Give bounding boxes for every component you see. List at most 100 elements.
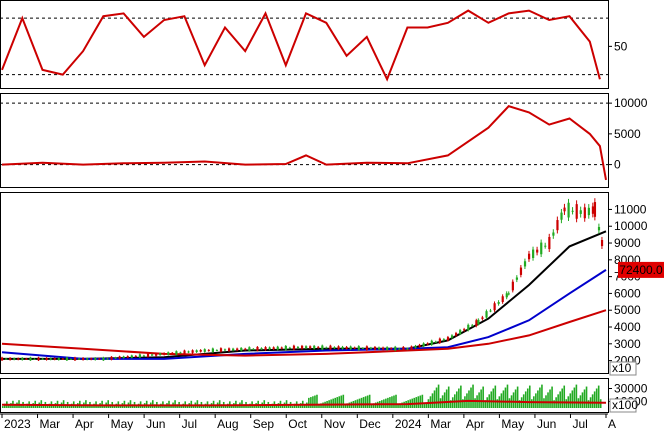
volume-bar (559, 391, 561, 408)
volume-bar (125, 404, 128, 408)
candle-body (442, 339, 446, 341)
candle-body (244, 348, 247, 350)
volume-bar (597, 385, 600, 408)
candle-body (540, 242, 543, 255)
volume-bar (202, 406, 205, 408)
volume-bar (275, 405, 278, 408)
volume-bar (551, 386, 553, 408)
candle-body (532, 249, 535, 258)
candle-body (467, 324, 470, 331)
candle-body (459, 330, 462, 334)
y-tick-label: 0 (614, 158, 621, 172)
volume-bar (575, 384, 578, 408)
volume-bar (196, 400, 199, 408)
candle-body (325, 347, 328, 349)
x-tick-label: Jun (537, 417, 556, 431)
candle-body (183, 350, 186, 354)
y-tick-label: 5000 (614, 303, 641, 317)
candle-body (155, 353, 158, 356)
candle-body (82, 357, 85, 360)
candle-body (489, 310, 492, 312)
volume-bar (528, 385, 531, 408)
candle-body (523, 261, 527, 267)
volume-bar (158, 406, 160, 408)
candle-body (260, 348, 263, 350)
volume-bar (539, 387, 541, 408)
volume-bar (358, 398, 361, 408)
x-tick-label: Mar (430, 417, 451, 431)
candle-body (256, 346, 259, 351)
candle-body (248, 347, 251, 351)
volume-bar (145, 400, 148, 408)
volume-bar (113, 406, 116, 408)
volume-bar (557, 394, 559, 408)
series-line-0 (1, 9, 601, 82)
candle-body (240, 347, 243, 351)
volume-bar (462, 399, 464, 408)
panel-frame (0, 93, 609, 188)
candle-body (329, 345, 332, 350)
candle-body (5, 358, 8, 360)
candle-body (434, 341, 437, 343)
candle-body (591, 206, 595, 214)
volume-bar (553, 400, 555, 408)
candle-body (321, 345, 324, 350)
volume-bar (496, 399, 499, 408)
volume-bar (449, 400, 452, 408)
volume-bar (231, 405, 233, 408)
volume-bar (340, 395, 343, 408)
volume-bar (368, 394, 371, 408)
volume-bar (253, 405, 255, 408)
last-price-label: 72400.0 (619, 263, 663, 277)
series-line-0 (1, 105, 607, 181)
volume-bar (569, 393, 572, 408)
candle-body (163, 353, 166, 355)
candle-body (493, 303, 496, 311)
candle-body (313, 345, 316, 349)
candle-body (98, 358, 101, 360)
x-tick-label: May (501, 417, 524, 431)
candle-body (418, 344, 421, 347)
candle-body (45, 357, 48, 360)
volume-bar (494, 385, 497, 408)
volume-bar (581, 392, 584, 408)
volume-bar (151, 400, 154, 408)
x-tick-label: Sep (253, 417, 275, 431)
volume-bar (492, 388, 495, 408)
volume-bar (164, 405, 166, 408)
volume-bar (549, 389, 551, 408)
candle-body (150, 354, 154, 356)
candle-body (430, 340, 433, 345)
volume-bar (571, 390, 574, 408)
volume-bar (470, 387, 472, 408)
candle-body (118, 356, 121, 359)
volume-bar (241, 400, 243, 408)
volume-bar (8, 405, 10, 408)
volume-bar (103, 404, 105, 408)
y-tick-label: 4000 (614, 320, 641, 334)
candle-body (386, 347, 389, 350)
candle-body (341, 346, 344, 349)
candle-body (215, 350, 219, 352)
x-tick-label: Jul (572, 417, 587, 431)
candle-body (563, 207, 566, 212)
candle-body (134, 355, 137, 357)
volume-bar (208, 405, 211, 408)
volume-bar (524, 391, 527, 408)
y-tick-label: 3000 (614, 337, 641, 351)
candle-body (187, 351, 190, 353)
volume-bar (30, 405, 32, 408)
candle-body (597, 226, 601, 231)
unit-label-box (609, 398, 637, 413)
x-tick-label: Apr (75, 417, 94, 431)
volume-bar (516, 386, 519, 408)
candle-body (264, 347, 267, 350)
volume-bar (472, 384, 474, 408)
candle-body (317, 346, 320, 348)
candle-body (501, 296, 504, 302)
volume-bar (415, 397, 418, 408)
unit-label-box (609, 361, 637, 376)
candle-body (600, 240, 604, 247)
